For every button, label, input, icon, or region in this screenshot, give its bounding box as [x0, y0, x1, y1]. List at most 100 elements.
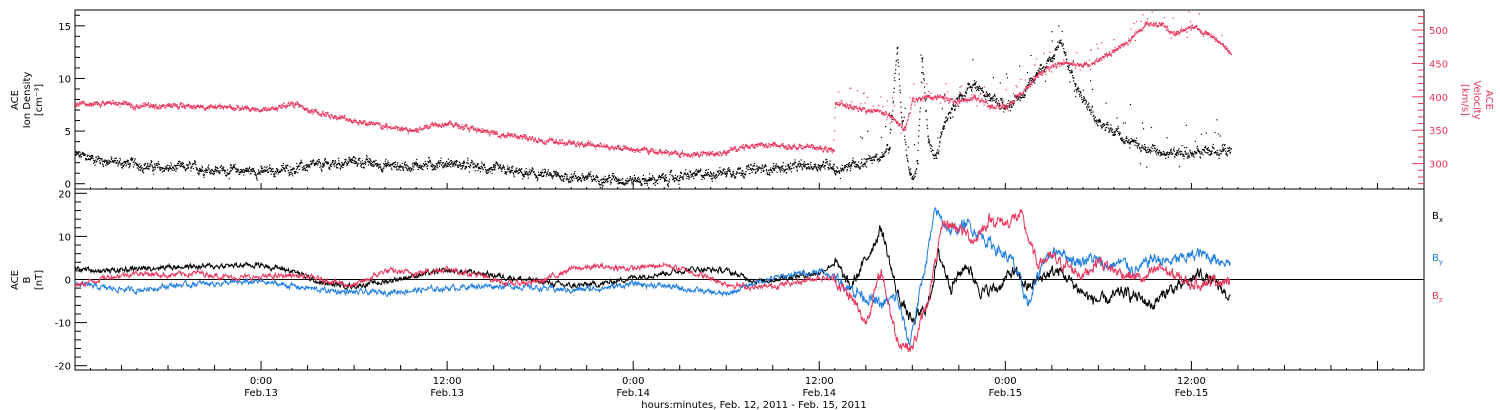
- velocity-series-point: [410, 129, 412, 131]
- density-series-point: [293, 172, 295, 174]
- velocity-series-point: [435, 125, 437, 127]
- velocity-series-point: [444, 122, 446, 124]
- density-series-point: [97, 155, 99, 157]
- velocity-series-point: [492, 131, 494, 134]
- density-series-point: [413, 168, 415, 171]
- density-series-point: [753, 165, 755, 167]
- density-series-point: [625, 182, 627, 184]
- velocity-series-point: [263, 107, 265, 109]
- density-series-point: [485, 168, 487, 171]
- velocity-series-point: [294, 103, 296, 105]
- density-series-point: [1116, 129, 1118, 131]
- density-series-point: [776, 165, 778, 167]
- density-series-point: [309, 163, 311, 165]
- density-series-point: [188, 164, 190, 166]
- density-series-point: [937, 137, 939, 139]
- density-series-point: [842, 168, 844, 170]
- density-series-point: [179, 166, 181, 168]
- density-series-point: [518, 169, 520, 171]
- velocity-series-point: [147, 104, 149, 106]
- density-series-point: [889, 132, 891, 134]
- density-series-point: [1184, 151, 1186, 153]
- density-series-point: [370, 160, 372, 162]
- density-series-point: [914, 171, 917, 173]
- velocity-series-point: [289, 103, 291, 105]
- velocity-series-point: [429, 126, 432, 128]
- density-series-point: [391, 164, 393, 166]
- density-series-point: [259, 172, 261, 174]
- density-series-point: [568, 181, 570, 183]
- top-panel-frame: [74, 9, 1425, 190]
- density-series-point: [1102, 125, 1104, 127]
- density-series-point: [909, 174, 911, 176]
- x-tick-label-date: Feb.13: [430, 388, 464, 399]
- density-series-point: [462, 161, 465, 163]
- density-series-point: [255, 176, 258, 178]
- density-series-point: [629, 176, 631, 178]
- density-series-point: [163, 169, 166, 171]
- density-series-point: [774, 164, 776, 167]
- velocity-tick-label: 500: [1429, 26, 1448, 37]
- velocity-series-point: [122, 102, 124, 104]
- velocity-series-point: [117, 103, 119, 105]
- density-series-point: [417, 168, 419, 171]
- density-series-point: [869, 159, 871, 162]
- density-series-point: [826, 161, 828, 163]
- density-series-point: [649, 177, 651, 179]
- velocity-series-point: [328, 115, 331, 117]
- density-series-point: [395, 166, 397, 168]
- density-series-point: [412, 165, 414, 167]
- density-series-point: [190, 167, 192, 169]
- velocity-series-point: [245, 107, 247, 109]
- density-series-point: [909, 171, 911, 174]
- density-series-point: [281, 165, 283, 167]
- velocity-series-point: [210, 106, 212, 108]
- density-series-point: [1050, 58, 1052, 60]
- velocity-series-point: [202, 105, 204, 107]
- density-series-point: [1095, 119, 1097, 121]
- density-series-point: [793, 163, 795, 165]
- density-series-point: [1193, 153, 1195, 155]
- density-series-point: [882, 153, 884, 155]
- density-series-point: [143, 167, 145, 170]
- density-series-point: [210, 171, 212, 173]
- density-series-point: [911, 178, 913, 180]
- density-series-point: [403, 166, 405, 168]
- density-series-point: [791, 167, 793, 169]
- density-series-point: [479, 168, 481, 170]
- density-series-point: [1009, 110, 1011, 112]
- density-series-point: [824, 165, 826, 167]
- density-series-point: [908, 169, 910, 171]
- density-series-point: [580, 180, 582, 183]
- density-series-point: [982, 90, 984, 92]
- density-series-point: [219, 173, 221, 175]
- density-series-point: [992, 100, 994, 102]
- velocity-series-point: [430, 124, 433, 126]
- density-series-point: [233, 165, 235, 167]
- density-series-point: [949, 116, 951, 118]
- density-series-point: [306, 165, 308, 167]
- density-series-anchor: [354, 160, 356, 163]
- velocity-series-point: [190, 105, 192, 107]
- density-series-point: [721, 173, 723, 175]
- density-series-point: [373, 160, 375, 162]
- density-series-point: [426, 163, 428, 165]
- density-series-point: [645, 178, 647, 180]
- velocity-series-point: [495, 132, 497, 134]
- density-series-point: [1187, 155, 1189, 157]
- density-series-point: [470, 162, 473, 164]
- density-series-point: [798, 163, 800, 165]
- density-series-point: [655, 180, 657, 182]
- x-tick-label-date: Feb.13: [244, 388, 278, 399]
- density-series-point: [247, 171, 250, 173]
- density-series-point: [326, 161, 328, 163]
- density-series-point: [1073, 77, 1075, 79]
- density-series-anchor: [540, 174, 542, 176]
- density-series-point: [1204, 147, 1206, 149]
- density-series-point: [550, 174, 552, 176]
- velocity-series-point: [501, 135, 503, 137]
- density-series-point: [708, 174, 710, 176]
- density-series-point: [771, 170, 773, 172]
- density-series-point: [455, 164, 457, 166]
- density-series-point: [924, 98, 926, 100]
